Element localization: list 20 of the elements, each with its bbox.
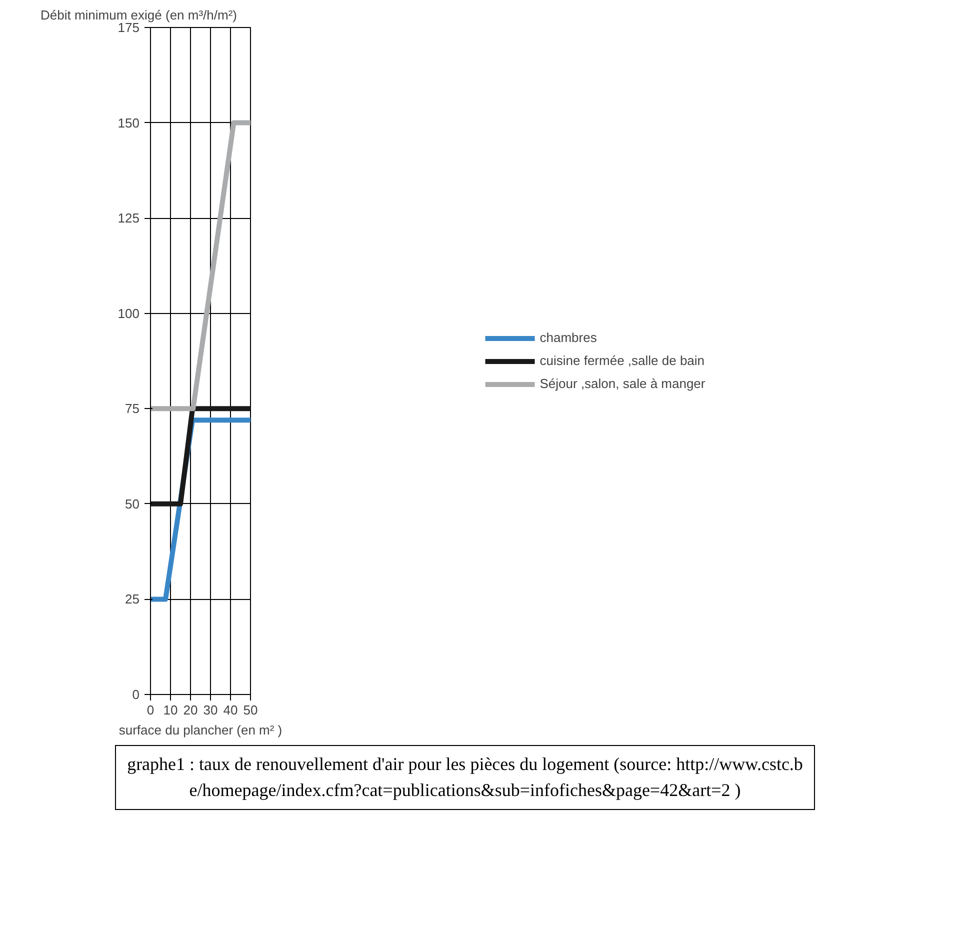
y-tick-label: 50 — [125, 496, 140, 512]
legend-label: Séjour ,salon, sale à manger — [540, 376, 706, 391]
legend-label: chambres — [540, 330, 597, 345]
y-tick-label: 0 — [132, 687, 140, 702]
y-tick-label: 100 — [118, 306, 140, 321]
x-tick-label: 10 — [163, 702, 178, 718]
x-tick-label: 50 — [243, 702, 258, 718]
x-tick-label: 30 — [203, 702, 218, 718]
y-axis-title: Débit minimum exigé (en m³/h/m²) — [40, 8, 237, 22]
caption: graphe1 : taux de renouvellement d'air pour les pièces du logement (source: http://www.cstc.be/homepage/index.cfm?cat=publications&sub=infofiches&page=42&art=2 ) — [115, 745, 815, 810]
y-tick-label: 125 — [118, 210, 140, 226]
x-tick-label: 0 — [146, 702, 154, 718]
y-tick-label: 150 — [118, 115, 140, 130]
x-axis-title: surface du plancher (en m² ) — [118, 722, 282, 738]
legend-label: cuisine fermée ,salle de bain — [540, 353, 705, 368]
y-tick-label: 75 — [125, 401, 140, 416]
x-tick-label: 20 — [183, 702, 198, 718]
y-tick-label: 25 — [125, 592, 140, 607]
x-tick-label: 40 — [223, 702, 238, 718]
y-tick-label: 175 — [118, 20, 140, 35]
